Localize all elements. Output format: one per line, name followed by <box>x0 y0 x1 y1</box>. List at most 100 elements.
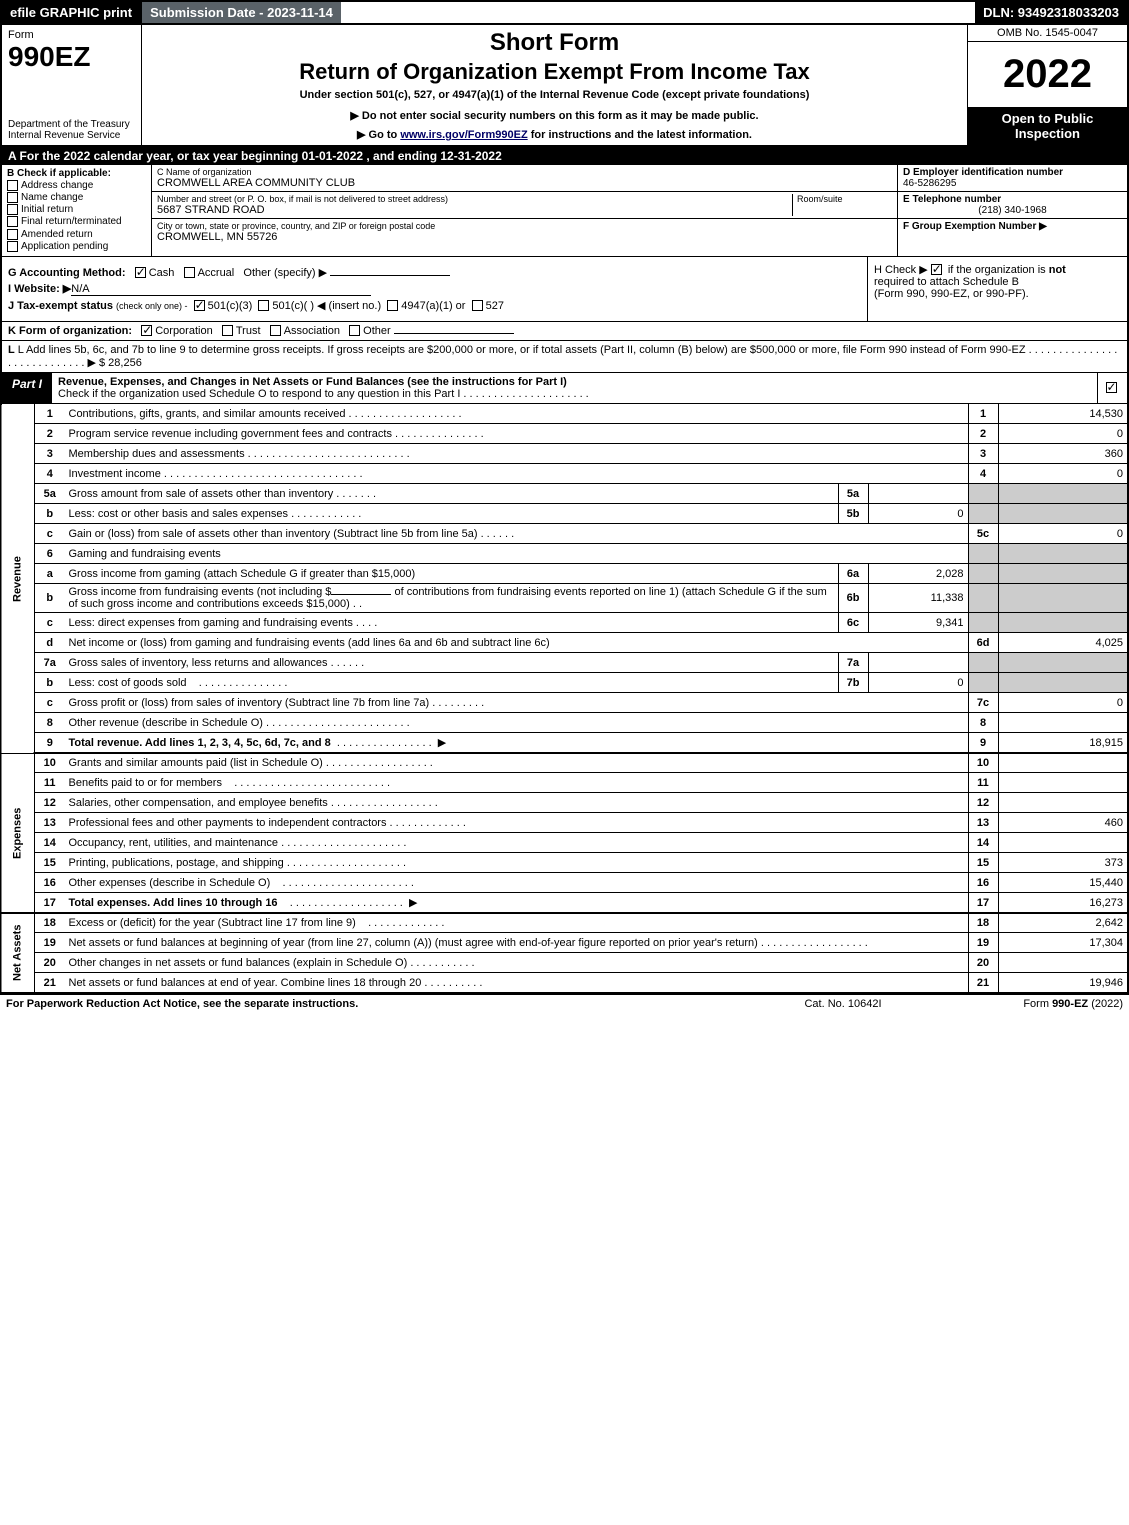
chk-other-org[interactable] <box>349 325 360 336</box>
form-number: 990EZ <box>8 41 135 73</box>
org-name: CROMWELL AREA COMMUNITY CLUB <box>157 177 892 189</box>
line-11: 11Benefits paid to or for members . . . … <box>1 773 1128 793</box>
website-value: N/A <box>71 283 371 296</box>
line-1: Revenue 1 Contributions, gifts, grants, … <box>1 404 1128 424</box>
line-3: 3Membership dues and assessments . . . .… <box>1 444 1128 464</box>
tax-year: 2022 <box>968 42 1127 107</box>
catalog-number: Cat. No. 10642I <box>743 998 943 1010</box>
line-7b: bLess: cost of goods sold . . . . . . . … <box>1 673 1128 693</box>
form-ref: Form 990-EZ (2022) <box>943 998 1123 1010</box>
part-1-tab: Part I <box>2 373 52 403</box>
chk-schedule-b[interactable] <box>931 264 942 275</box>
line-19: 19Net assets or fund balances at beginni… <box>1 933 1128 953</box>
row-k: K Form of organization: Corporation Trus… <box>0 322 1129 341</box>
tel-value: (218) 340-1968 <box>903 205 1122 216</box>
city-value: CROMWELL, MN 55726 <box>157 231 892 243</box>
col-b-checkboxes: B Check if applicable: Address change Na… <box>2 165 152 256</box>
line-6b: bGross income from fundraising events (n… <box>1 584 1128 613</box>
line-6: 6Gaming and fundraising events <box>1 544 1128 564</box>
block-ghij: G Accounting Method: Cash Accrual Other … <box>0 257 1129 322</box>
row-a-calendar: A For the 2022 calendar year, or tax yea… <box>0 147 1129 165</box>
line-2: 2Program service revenue including gover… <box>1 424 1128 444</box>
col-c-org-info: C Name of organization CROMWELL AREA COM… <box>152 165 897 256</box>
chk-527[interactable] <box>472 300 483 311</box>
line-5c: cGain or (loss) from sale of assets othe… <box>1 524 1128 544</box>
irs-link[interactable]: www.irs.gov/Form990EZ <box>400 129 527 141</box>
instruction-2: ▶ Go to www.irs.gov/Form990EZ for instru… <box>150 128 959 141</box>
instruction-1: ▶ Do not enter social security numbers o… <box>150 109 959 122</box>
chk-accrual[interactable] <box>184 267 195 278</box>
chk-4947a1[interactable] <box>387 300 398 311</box>
accounting-method-row: G Accounting Method: Cash Accrual Other … <box>8 266 861 279</box>
inspection-label: Open to Public Inspection <box>968 107 1127 145</box>
chk-trust[interactable] <box>222 325 233 336</box>
line-18: Net Assets 18Excess or (deficit) for the… <box>1 913 1128 933</box>
ein-value: 46-5286295 <box>903 178 1122 189</box>
form-id-block: Form 990EZ Department of the Treasury In… <box>2 25 142 145</box>
room-label: Room/suite <box>797 194 892 204</box>
chk-501c[interactable] <box>258 300 269 311</box>
form-label: Form <box>8 29 135 41</box>
other-specify-input[interactable] <box>330 275 450 276</box>
ein-label: D Employer identification number <box>903 167 1122 178</box>
omb-number: OMB No. 1545-0047 <box>968 25 1127 42</box>
city-label: City or town, state or province, country… <box>157 221 892 231</box>
page-footer: For Paperwork Reduction Act Notice, see … <box>0 994 1129 1013</box>
form-header: Form 990EZ Department of the Treasury In… <box>0 25 1129 147</box>
line-9: 9Total revenue. Add lines 1, 2, 3, 4, 5c… <box>1 733 1128 753</box>
expenses-side-label: Expenses <box>1 753 35 913</box>
part-1-checkbox[interactable] <box>1097 373 1127 403</box>
chk-name-change[interactable]: Name change <box>7 192 146 203</box>
chk-initial-return[interactable]: Initial return <box>7 204 146 215</box>
line-16: 16Other expenses (describe in Schedule O… <box>1 873 1128 893</box>
col-h: H Check ▶ if the organization is not req… <box>867 257 1127 321</box>
submission-date: Submission Date - 2023-11-14 <box>140 2 341 23</box>
line-14: 14Occupancy, rent, utilities, and mainte… <box>1 833 1128 853</box>
part-1-title: Revenue, Expenses, and Changes in Net As… <box>52 373 1097 403</box>
chk-address-change[interactable]: Address change <box>7 180 146 191</box>
website-row: I Website: ▶N/A <box>8 282 861 296</box>
form-title-block: Short Form Return of Organization Exempt… <box>142 25 967 145</box>
chk-application-pending[interactable]: Application pending <box>7 241 146 252</box>
col-gij: G Accounting Method: Cash Accrual Other … <box>2 257 867 321</box>
lines-table: Revenue 1 Contributions, gifts, grants, … <box>0 404 1129 994</box>
efile-label[interactable]: efile GRAPHIC print <box>2 2 140 23</box>
chk-amended-return[interactable]: Amended return <box>7 229 146 240</box>
line-6d: dNet income or (loss) from gaming and fu… <box>1 633 1128 653</box>
other-org-input[interactable] <box>394 333 514 334</box>
line-7c: cGross profit or (loss) from sales of in… <box>1 693 1128 713</box>
street-label: Number and street (or P. O. box, if mail… <box>157 194 792 204</box>
short-form-label: Short Form <box>150 29 959 57</box>
arrow-icon: ▶ <box>409 897 417 909</box>
chk-cash[interactable] <box>135 267 146 278</box>
gross-receipts-amount: 28,256 <box>108 357 142 369</box>
chk-final-return[interactable]: Final return/terminated <box>7 216 146 227</box>
part-1-header: Part I Revenue, Expenses, and Changes in… <box>0 373 1129 404</box>
chk-corporation[interactable] <box>141 325 152 336</box>
line-20: 20Other changes in net assets or fund ba… <box>1 953 1128 973</box>
line-15: 15Printing, publications, postage, and s… <box>1 853 1128 873</box>
under-section: Under section 501(c), 527, or 4947(a)(1)… <box>150 89 959 101</box>
col-b-label: B Check if applicable: <box>7 168 146 179</box>
block-bcdef: B Check if applicable: Address change Na… <box>0 165 1129 257</box>
line-8: 8Other revenue (describe in Schedule O) … <box>1 713 1128 733</box>
street-value: 5687 STRAND ROAD <box>157 204 792 216</box>
line-6a: aGross income from gaming (attach Schedu… <box>1 564 1128 584</box>
line-21: 21Net assets or fund balances at end of … <box>1 973 1128 993</box>
line-7a: 7aGross sales of inventory, less returns… <box>1 653 1128 673</box>
line-13: 13Professional fees and other payments t… <box>1 813 1128 833</box>
chk-501c3[interactable] <box>194 300 205 311</box>
chk-association[interactable] <box>270 325 281 336</box>
line-5a: 5aGross amount from sale of assets other… <box>1 484 1128 504</box>
line-12: 12Salaries, other compensation, and empl… <box>1 793 1128 813</box>
line-4: 4Investment income . . . . . . . . . . .… <box>1 464 1128 484</box>
department-label: Department of the Treasury Internal Reve… <box>8 119 135 141</box>
line-10: Expenses 10Grants and similar amounts pa… <box>1 753 1128 773</box>
group-exemption-label: F Group Exemption Number ▶ <box>903 221 1122 232</box>
revenue-side-label: Revenue <box>1 404 35 753</box>
org-name-label: C Name of organization <box>157 167 892 177</box>
dln-label: DLN: 93492318033203 <box>975 2 1127 23</box>
row-l: L L Add lines 5b, 6c, and 7b to line 9 t… <box>0 341 1129 373</box>
line6b-input[interactable] <box>331 594 391 595</box>
tel-label: E Telephone number <box>903 194 1122 205</box>
